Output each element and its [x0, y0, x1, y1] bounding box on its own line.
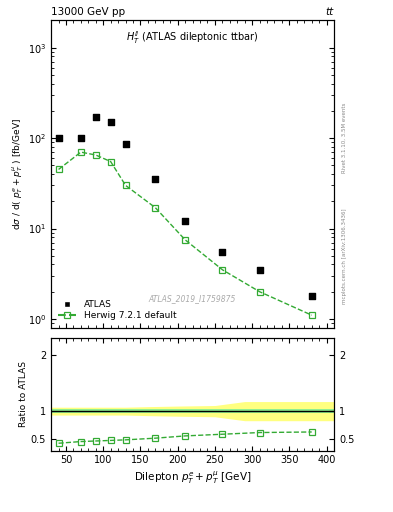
Point	[78, 134, 84, 142]
Point	[55, 134, 62, 142]
Legend: ATLAS, Herwig 7.2.1 default: ATLAS, Herwig 7.2.1 default	[55, 297, 179, 323]
Point	[309, 292, 315, 300]
Text: 13000 GeV pp: 13000 GeV pp	[51, 7, 125, 17]
Point	[108, 118, 114, 126]
Text: Rivet 3.1.10, 3.5M events: Rivet 3.1.10, 3.5M events	[342, 103, 347, 174]
Point	[219, 248, 226, 256]
Y-axis label: d$\sigma$ / d( $p_T^e + p_T^{\mu}$ ) [fb/GeV]: d$\sigma$ / d( $p_T^e + p_T^{\mu}$ ) [fb…	[10, 118, 25, 230]
Point	[122, 140, 129, 148]
Text: mcplots.cern.ch [arXiv:1306.3436]: mcplots.cern.ch [arXiv:1306.3436]	[342, 208, 347, 304]
Text: ATLAS_2019_I1759875: ATLAS_2019_I1759875	[149, 294, 236, 303]
Text: $H_T^{ll}$ (ATLAS dileptonic ttbar): $H_T^{ll}$ (ATLAS dileptonic ttbar)	[126, 30, 259, 47]
Point	[182, 217, 188, 225]
Point	[93, 113, 99, 121]
Point	[257, 266, 263, 274]
Point	[152, 175, 158, 183]
Text: tt: tt	[326, 7, 334, 17]
X-axis label: Dilepton $p_T^e + p_T^{\mu}$ [GeV]: Dilepton $p_T^e + p_T^{\mu}$ [GeV]	[134, 470, 252, 486]
Y-axis label: Ratio to ATLAS: Ratio to ATLAS	[19, 361, 28, 427]
